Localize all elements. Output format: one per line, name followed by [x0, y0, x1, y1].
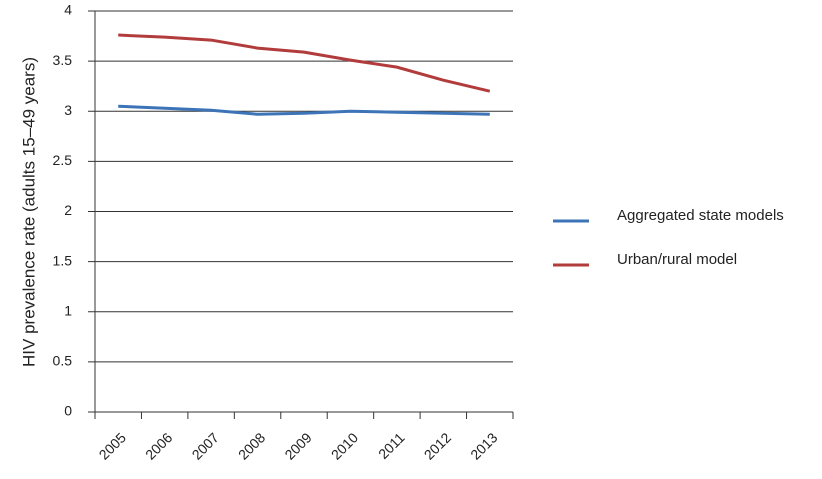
- x-tick-label: 2012: [421, 429, 454, 462]
- y-axis-label: HIV prevalence rate (adults 15–49 years): [19, 57, 38, 367]
- y-tick-label: 0.5: [53, 353, 73, 369]
- x-tick-label: 2011: [375, 429, 408, 462]
- x-tick-label: 2005: [96, 429, 129, 462]
- x-tick-label: 2010: [328, 429, 361, 462]
- x-tick-label: 2009: [281, 429, 314, 462]
- y-tick-label: 1: [64, 302, 72, 318]
- y-tick-label: 0: [64, 403, 72, 419]
- y-tick-label: 3.5: [53, 52, 73, 68]
- y-tick-label: 3: [64, 102, 72, 118]
- y-tick-label: 1.5: [53, 252, 73, 268]
- legend-label: Urban/rural model: [617, 251, 737, 268]
- y-tick-label: 2.5: [53, 152, 73, 168]
- line: [118, 104, 490, 116]
- line: [118, 33, 491, 93]
- x-tick-label: 2013: [467, 429, 500, 462]
- y-tick-label: 2: [64, 202, 72, 218]
- x-tick-label: 2007: [189, 429, 222, 462]
- y-tick-label: 4: [64, 2, 72, 18]
- x-tick-label: 2008: [235, 429, 268, 462]
- legend-label: Aggregated state models: [617, 207, 784, 224]
- x-tick-label: 2006: [142, 429, 175, 462]
